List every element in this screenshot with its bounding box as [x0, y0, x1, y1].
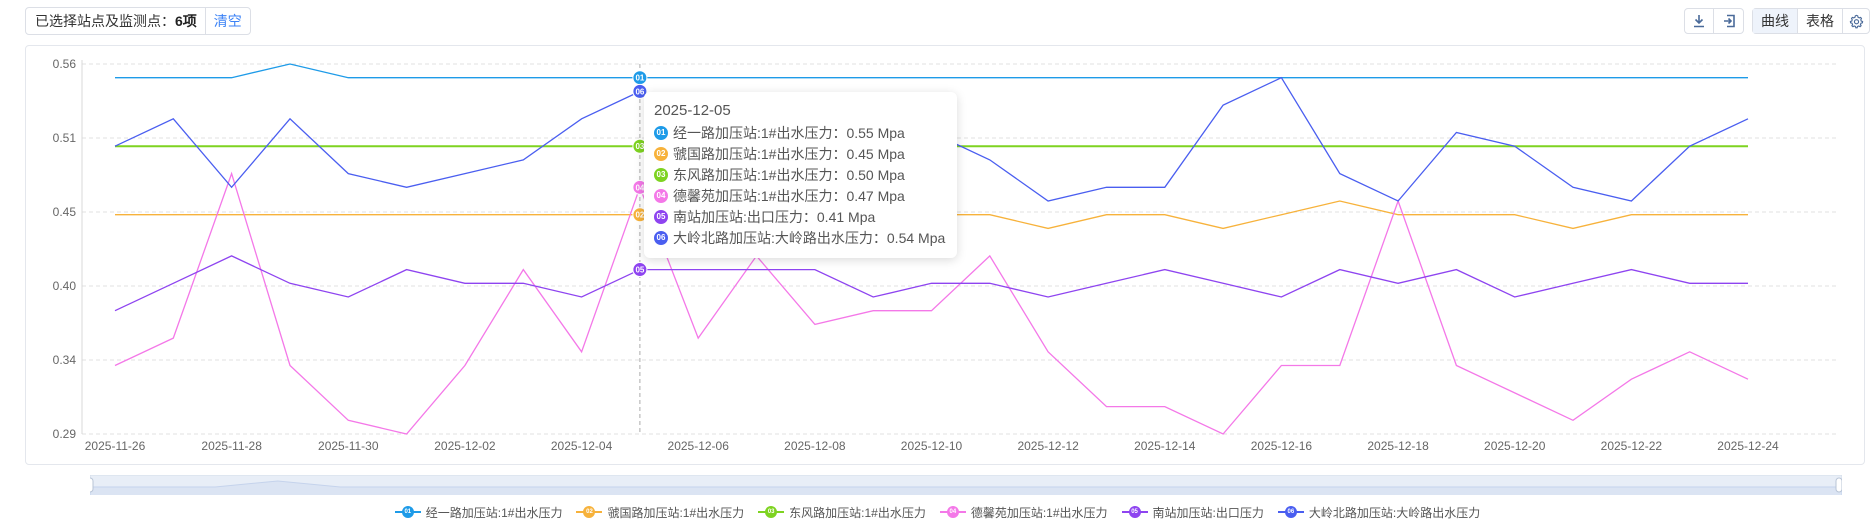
- chart-tooltip: 2025-12-05 01 经一路加压站:1#出水压力： 0.55 Mpa 02 虢国路…: [644, 92, 957, 258]
- series-line-04[interactable]: [114, 171, 1749, 435]
- svg-text:04: 04: [635, 183, 644, 192]
- legend-label: 南站加压站:出口压力: [1152, 505, 1264, 520]
- tooltip-label: 南站加压站:出口压力：: [673, 208, 817, 225]
- zoom-preview: [90, 480, 1842, 495]
- selected-count-label: 已选择站点及监测点：6项: [26, 8, 206, 34]
- x-tick-label: 2025-12-24: [1717, 439, 1779, 453]
- legend-label: 德馨苑加压站:1#出水压力: [970, 505, 1108, 520]
- x-tick-label: 2025-11-28: [201, 439, 262, 453]
- tooltip-row: 04 德馨苑加压站:1#出水压力： 0.47 Mpa: [654, 185, 947, 206]
- x-tick-label: 2025-12-08: [784, 439, 846, 453]
- legend-marker-icon: 03: [758, 506, 785, 518]
- data-zoom-slider[interactable]: [90, 475, 1842, 495]
- zoom-handle-left[interactable]: [90, 477, 94, 493]
- download-icon: [1694, 15, 1704, 28]
- y-tick-label: 0.51: [53, 131, 77, 145]
- legend-item-03[interactable]: 03 东风路加压站:1#出水压力: [758, 502, 926, 522]
- tooltip-label: 虢国路加压站:1#出水压力：: [673, 145, 847, 162]
- svg-text:05: 05: [635, 266, 644, 275]
- tooltip-row: 05 南站加压站:出口压力： 0.41 Mpa: [654, 206, 947, 227]
- tooltip-value: 0.45 Mpa: [846, 145, 905, 162]
- x-tick-label: 2025-11-26: [85, 439, 146, 453]
- x-tick-label: 2025-12-02: [434, 439, 496, 453]
- tooltip-value: 0.41 Mpa: [816, 208, 876, 225]
- x-tick-label: 2025-12-16: [1251, 439, 1313, 453]
- svg-text:02: 02: [635, 211, 644, 220]
- export-button[interactable]: [1714, 9, 1743, 33]
- tooltip-label: 德馨苑加压站:1#出水压力：: [673, 187, 847, 204]
- series-badge-icon: 04: [654, 188, 668, 203]
- legend-item-02[interactable]: 02 虢国路加压站:1#出水压力: [576, 502, 744, 522]
- x-tick-label: 2025-11-30: [318, 439, 379, 453]
- tooltip-row: 06 大岭北路加压站:大岭路出水压力： 0.54 Mpa: [654, 227, 947, 248]
- tab-table[interactable]: 表格: [1798, 9, 1843, 33]
- legend-marker-icon: 05: [1121, 506, 1148, 518]
- svg-text:03: 03: [635, 142, 644, 151]
- toolbar: 已选择站点及监测点：6项 清空 曲线 表格: [0, 0, 1875, 44]
- tooltip-row: 03 东风路加压站:1#出水压力： 0.50 Mpa: [654, 164, 947, 185]
- x-tick-label: 2025-12-14: [1134, 439, 1196, 453]
- x-tick-label: 2025-12-20: [1484, 439, 1546, 453]
- tab-curve[interactable]: 曲线: [1753, 9, 1798, 33]
- series-badge-icon: 01: [654, 125, 668, 140]
- zoom-handle-right[interactable]: [1835, 477, 1842, 493]
- series-line-05[interactable]: [114, 255, 1748, 312]
- selected-count: 6项: [175, 13, 197, 29]
- legend-label: 大岭北路加压站:大岭路出水压力: [1308, 505, 1481, 520]
- legend-label: 虢国路加压站:1#出水压力: [607, 505, 745, 520]
- export-tools: [1684, 8, 1744, 34]
- legend-item-01[interactable]: 01 经一路加压站:1#出水压力: [394, 502, 563, 522]
- export-icon: [1723, 14, 1735, 28]
- line-chart[interactable]: 0.29 0.34 0.40 0.45 0.51 0.56 2025-11-26 2025-1…: [0, 0, 1875, 470]
- tooltip-label: 东风路加压站:1#出水压力：: [673, 166, 847, 183]
- x-tick-label: 2025-12-04: [551, 439, 613, 453]
- tooltip-value: 0.54 Mpa: [886, 229, 946, 246]
- hover-marker-01: 01: [632, 70, 648, 86]
- tooltip-value: 0.55 Mpa: [846, 124, 905, 141]
- x-tick-label: 2025-12-22: [1601, 439, 1663, 453]
- svg-text:06: 06: [635, 87, 644, 96]
- hover-marker-06: 06: [632, 83, 648, 99]
- series-badge-icon: 06: [654, 230, 668, 245]
- series-badge-icon: 05: [654, 209, 668, 224]
- tooltip-value: 0.50 Mpa: [846, 166, 905, 183]
- legend-label: 经一路加压站:1#出水压力: [425, 505, 563, 520]
- y-tick-label: 0.40: [53, 279, 77, 293]
- settings-button[interactable]: [1843, 9, 1869, 33]
- series-line-01[interactable]: [115, 63, 1748, 79]
- tooltip-date: 2025-12-05: [654, 102, 731, 119]
- hover-marker-05: 05: [632, 262, 648, 278]
- y-tick-label: 0.56: [53, 57, 77, 71]
- tooltip-row: 02 虢国路加压站:1#出水压力： 0.45 Mpa: [654, 143, 947, 164]
- tooltip-value: 0.47 Mpa: [846, 187, 905, 204]
- tooltip-row: 01 经一路加压站:1#出水压力： 0.55 Mpa: [654, 122, 947, 143]
- series-badge-icon: 03: [654, 167, 668, 182]
- x-tick-label: 2025-12-10: [901, 439, 963, 453]
- x-tick-label: 2025-12-18: [1367, 439, 1429, 453]
- legend-item-06[interactable]: 06 大岭北路加压站:大岭路出水压力: [1277, 502, 1481, 522]
- x-tick-label: 2025-12-12: [1017, 439, 1079, 453]
- download-button[interactable]: [1685, 9, 1714, 33]
- hover-marker-02: 02: [632, 207, 648, 223]
- selection-summary: 已选择站点及监测点：6项 清空: [25, 7, 251, 35]
- legend-marker-icon: 04: [939, 506, 966, 518]
- gear-icon: [1849, 14, 1863, 28]
- series-badge-icon: 02: [654, 146, 668, 161]
- svg-text:01: 01: [635, 74, 644, 83]
- y-tick-label: 0.45: [53, 205, 77, 219]
- view-switch: 曲线 表格: [1752, 8, 1870, 34]
- tooltip-label: 经一路加压站:1#出水压力：: [673, 124, 847, 141]
- legend-label: 东风路加压站:1#出水压力: [789, 505, 926, 520]
- y-tick-label: 0.34: [53, 353, 77, 367]
- x-tick-label: 2025-12-06: [668, 439, 730, 453]
- legend-marker-icon: 02: [576, 506, 603, 518]
- legend-marker-icon: 06: [1277, 506, 1304, 518]
- y-tick-label: 0.29: [53, 427, 77, 441]
- legend-item-04[interactable]: 04 德馨苑加压站:1#出水压力: [939, 502, 1108, 522]
- clear-button[interactable]: 清空: [213, 13, 242, 29]
- legend-marker-icon: 01: [394, 506, 421, 518]
- chart-legend: 01 经一路加压站:1#出水压力 02 虢国路加压站:1#出水压力 03 东风路加压站:1…: [0, 502, 1875, 522]
- legend-item-05[interactable]: 05 南站加压站:出口压力: [1121, 502, 1264, 522]
- tooltip-label: 大岭北路加压站:大岭路出水压力：: [673, 229, 887, 246]
